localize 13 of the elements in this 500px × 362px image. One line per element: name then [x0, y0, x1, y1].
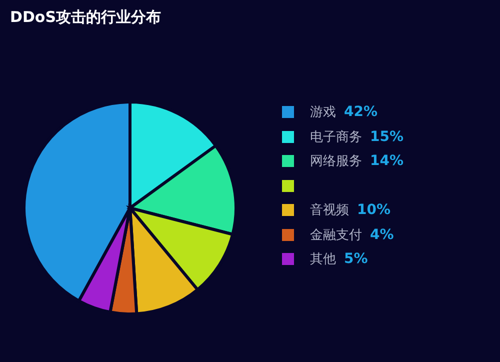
legend-label: 网络服务	[310, 153, 362, 170]
data-label: 14%	[370, 153, 404, 170]
legend-label: 音视频	[310, 202, 349, 220]
chart-title: DDoS攻击的行业分布	[10, 8, 162, 27]
data-label: 4%	[370, 226, 394, 243]
legend-label: 金融支付	[310, 226, 362, 244]
legend-label: 其他	[310, 251, 336, 268]
data-label: 10%	[357, 202, 391, 218]
data-label: 5%	[344, 251, 368, 268]
data-label: 42%	[344, 104, 378, 120]
data-label: 15%	[370, 128, 404, 145]
legend-label: 电子商务	[310, 128, 362, 146]
legend-label: 游戏	[310, 104, 336, 122]
